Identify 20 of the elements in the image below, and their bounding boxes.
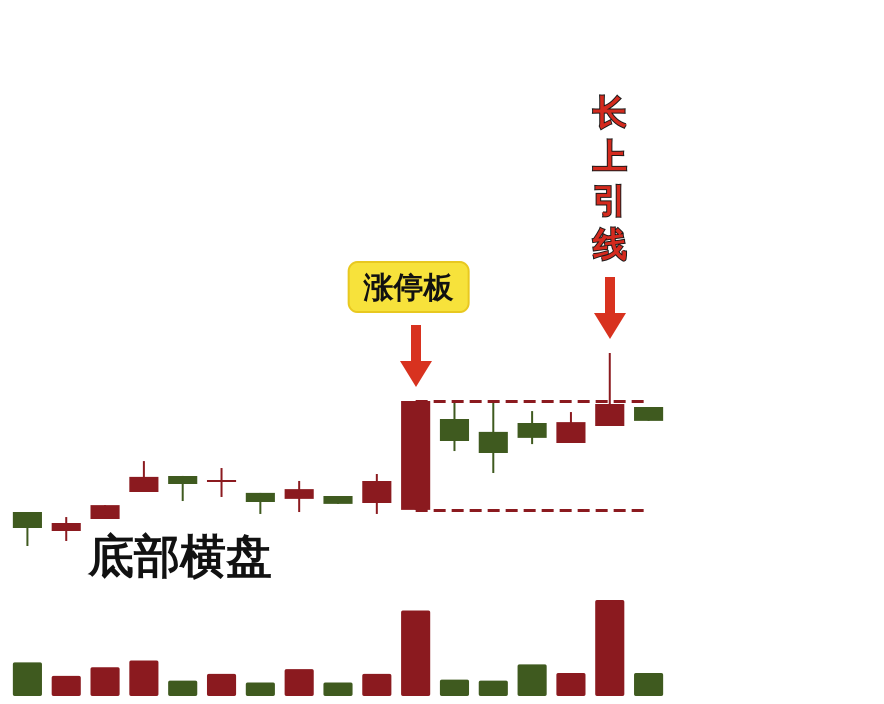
bar — [284, 669, 314, 696]
annotation: 底部横盘 — [87, 529, 272, 583]
bar — [478, 680, 508, 696]
bar — [129, 660, 158, 696]
bar — [90, 667, 120, 696]
bar — [12, 662, 42, 696]
bar — [168, 680, 198, 696]
bar — [206, 674, 236, 696]
bar — [246, 682, 275, 696]
bar — [556, 672, 586, 696]
bar — [595, 600, 624, 696]
bar — [362, 674, 392, 696]
bar — [52, 676, 81, 696]
bar — [440, 680, 470, 696]
bar — [634, 672, 664, 696]
bar — [401, 610, 430, 696]
text: 长上引线 — [592, 93, 627, 265]
bar — [518, 664, 547, 696]
text: 涨停板 — [362, 270, 455, 306]
bar — [323, 682, 353, 696]
